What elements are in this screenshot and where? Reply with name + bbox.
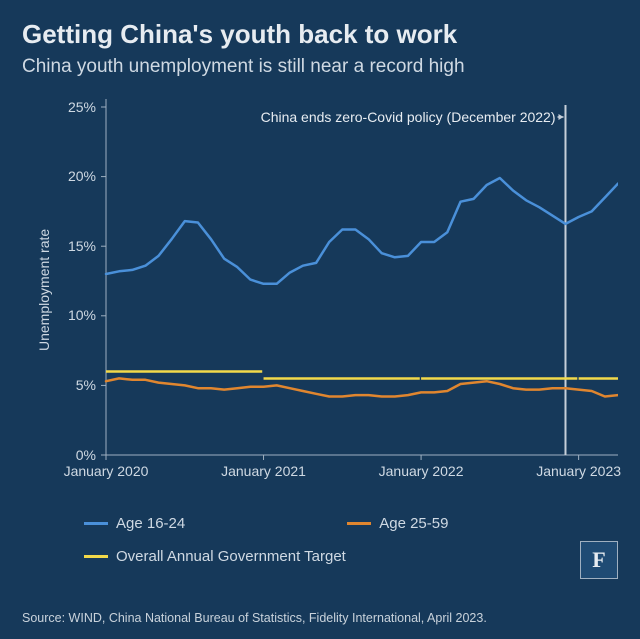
page: Getting China's youth back to work China…: [0, 0, 640, 639]
legend-item-gov_target: Overall Annual Government Target: [84, 548, 346, 565]
y-tick-label: 15%: [22, 238, 96, 254]
legend-item-age_16_24: Age 16-24: [84, 515, 185, 532]
y-tick-label: 10%: [22, 307, 96, 323]
x-tick-label: January 2022: [379, 463, 464, 479]
series-age_16_24: [106, 178, 618, 284]
x-tick-label: January 2021: [221, 463, 306, 479]
chart-legend: Age 16-24 Age 25-59 Overall Annual Governm…: [22, 515, 618, 565]
y-tick-label: 5%: [22, 377, 96, 393]
logo-glyph: F: [592, 547, 605, 573]
chart-title: Getting China's youth back to work: [22, 20, 618, 50]
legend-label: Overall Annual Government Target: [116, 548, 346, 565]
unemployment-line-chart: 0% 5% 10% 15% 20% 25% January 2020 January 2021…: [22, 89, 618, 509]
y-tick-label: 0%: [22, 447, 96, 463]
chart-subtitle: China youth unemployment is still near a…: [22, 56, 618, 79]
legend-swatch: [347, 522, 371, 525]
x-tick-label: January 2023: [536, 463, 621, 479]
legend-item-age_25_59: Age 25-59: [347, 515, 448, 532]
legend-label: Age 25-59: [379, 515, 448, 532]
y-axis-label: Unemployment rate: [36, 229, 52, 351]
legend-label: Age 16-24: [116, 515, 185, 532]
chart-source: Source: WIND, China National Bureau of S…: [22, 611, 487, 625]
fidelity-logo-icon: F: [580, 541, 618, 579]
zero-covid-annotation: China ends zero-Covid policy (December 2…: [261, 109, 556, 125]
legend-swatch: [84, 522, 108, 525]
legend-swatch: [84, 555, 108, 558]
chart-svg: [22, 89, 618, 509]
series-age_25_59: [106, 378, 618, 396]
y-tick-label: 20%: [22, 168, 96, 184]
x-tick-label: January 2020: [64, 463, 149, 479]
y-tick-label: 25%: [22, 99, 96, 115]
